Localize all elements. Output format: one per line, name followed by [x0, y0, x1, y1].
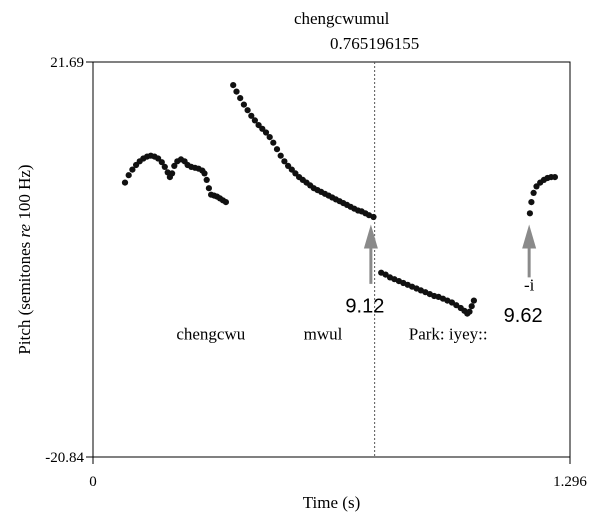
- annotation-arrows: 9.12 9.62 -i: [345, 224, 543, 327]
- pitch-point: [468, 303, 475, 310]
- y-tick-label-min: -20.84: [45, 450, 84, 466]
- pitch-point: [281, 158, 288, 165]
- pitch-point: [273, 146, 281, 153]
- annotation-arrow-head: [363, 224, 378, 249]
- annotation-value: 9.12: [345, 296, 384, 318]
- y-axis-label-suffix: 100 Hz): [15, 164, 34, 223]
- y-axis-label: Pitch (semitones re 100 Hz): [15, 164, 34, 354]
- y-axis-label-italic: re: [15, 223, 34, 237]
- pitch-point: [201, 170, 208, 177]
- pitch-point: [530, 189, 537, 196]
- pitch-point: [121, 179, 129, 186]
- pitch-point: [466, 308, 473, 315]
- word-label: chengcwu: [176, 325, 245, 344]
- annotation-value: 9.62: [504, 305, 543, 327]
- pitch-point: [244, 107, 251, 114]
- annotation-sublabel: -i: [524, 275, 535, 294]
- pitch-point: [251, 117, 258, 124]
- pitch-point: [270, 139, 277, 146]
- cursor-label: chengcwumul: [294, 9, 390, 28]
- x-tick-label-min: 0: [89, 474, 97, 490]
- pitch-point: [203, 176, 210, 183]
- pitch-point: [526, 210, 534, 217]
- pitch-point: [125, 172, 132, 179]
- pitch-point: [277, 152, 284, 159]
- pitch-point: [551, 174, 559, 181]
- plot-frame: [92, 61, 571, 458]
- pitch-point: [470, 297, 477, 304]
- axis-ticks: 21.69 -20.84 0 1.296: [45, 55, 587, 490]
- word-labels: chengcwu mwul Park: iyey::: [176, 325, 487, 344]
- word-label: mwul: [304, 325, 343, 344]
- pitch-point: [129, 166, 136, 173]
- pitch-point: [171, 162, 178, 169]
- pitch-point: [240, 101, 247, 108]
- word-label: Park: iyey::: [409, 325, 488, 344]
- pitch-point: [158, 159, 165, 166]
- pitch-point: [237, 95, 244, 102]
- x-axis-label: Time (s): [303, 493, 360, 512]
- pitch-point: [233, 88, 240, 95]
- pitch-point: [266, 134, 273, 141]
- time-cursor: chengcwumul 0.765196155: [294, 9, 419, 457]
- pitch-point: [382, 271, 389, 278]
- pitch-point: [248, 112, 255, 119]
- pitch-point: [169, 170, 176, 177]
- y-axis-label-prefix: Pitch (semitones: [15, 237, 34, 354]
- pitch-point: [262, 129, 270, 136]
- annotation-arrow-head: [522, 224, 537, 249]
- pitch-point: [528, 199, 535, 206]
- pitch-point: [453, 302, 460, 309]
- pitch-point: [533, 183, 540, 190]
- cursor-value: 0.765196155: [330, 34, 419, 53]
- x-tick-label-max: 1.296: [553, 474, 587, 490]
- pitch-point: [161, 163, 168, 170]
- pitch-point: [205, 185, 212, 192]
- pitch-point: [230, 82, 237, 89]
- pitch-point: [222, 199, 229, 206]
- pitch-point: [370, 213, 377, 221]
- y-tick-label-max: 21.69: [50, 55, 84, 71]
- pitch-points: [121, 82, 559, 317]
